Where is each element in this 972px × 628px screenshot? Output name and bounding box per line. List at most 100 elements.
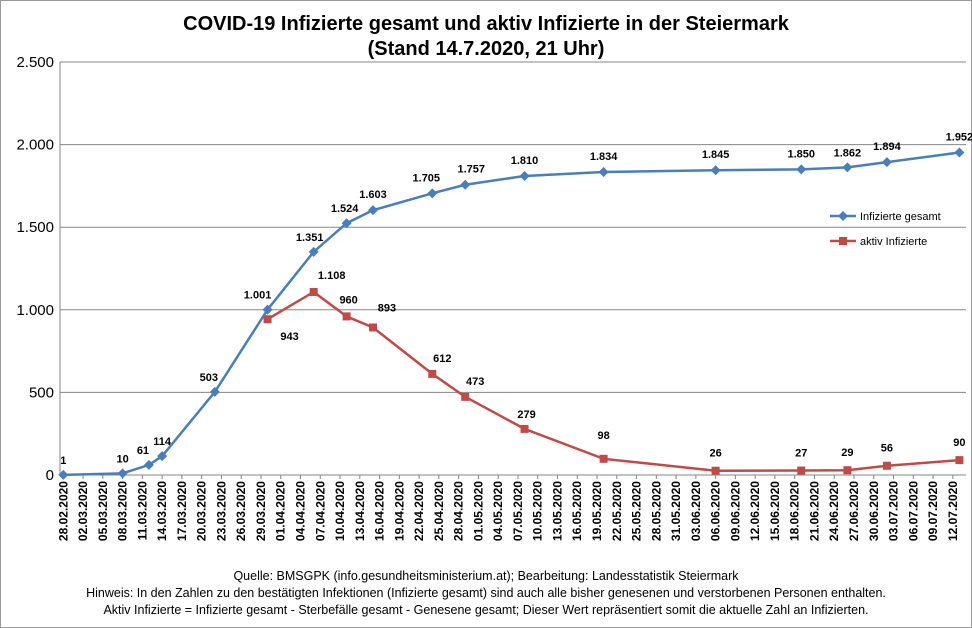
data-label: 1.894 (873, 141, 901, 153)
x-tick-label: 12.06.2020 (748, 481, 762, 541)
data-point-infizierte-gesamt (881, 157, 892, 168)
data-point-infizierte-gesamt (796, 164, 807, 175)
x-tick-label: 18.06.2020 (788, 481, 802, 541)
x-tick-label: 09.07.2020 (926, 481, 940, 541)
data-label: 114 (153, 436, 172, 448)
data-point-infizierte-gesamt (341, 218, 352, 229)
x-tick-label: 01.04.2020 (274, 481, 288, 541)
chart-title-line1: COVID-19 Infizierte gesamt und aktiv Inf… (183, 13, 789, 35)
data-label: 1.001 (244, 290, 272, 302)
data-point-aktiv-infizierte (797, 466, 806, 475)
data-label: 1.845 (702, 149, 730, 161)
x-tick-label: 12.07.2020 (946, 481, 960, 541)
data-label: 26 (709, 448, 721, 460)
data-label: 893 (378, 302, 396, 314)
data-point-infizierte-gesamt (598, 167, 609, 178)
x-tick-label: 01.05.2020 (471, 481, 485, 541)
legend-label: aktiv Infizierte (860, 236, 927, 248)
x-tick-label: 02.03.2020 (76, 481, 90, 541)
data-point-infizierte-gesamt (308, 246, 319, 257)
legend-marker (838, 211, 848, 221)
x-tick-label: 04.04.2020 (294, 481, 308, 541)
data-point-aktiv-infizierte (428, 369, 437, 378)
x-tick-label: 13.04.2020 (353, 481, 367, 541)
x-tick-label: 10.04.2020 (333, 481, 347, 541)
x-tick-label: 26.03.2020 (234, 481, 248, 541)
x-tick-label: 14.03.2020 (155, 481, 169, 541)
data-point-infizierte-gesamt (842, 162, 853, 173)
legend-label: Infizierte gesamt (860, 211, 941, 223)
data-point-aktiv-infizierte (599, 454, 608, 463)
data-label: 612 (433, 353, 451, 365)
legend: Infizierte gesamt aktiv Infizierte (830, 211, 941, 248)
data-label: 1.705 (413, 172, 441, 184)
data-label: 503 (200, 372, 218, 384)
x-tick-label: 07.05.2020 (511, 481, 525, 541)
x-tick-label: 07.04.2020 (313, 481, 327, 541)
data-label: 29 (841, 447, 853, 459)
chart-title-line2: (Stand 14.7.2020, 21 Uhr) (367, 38, 605, 60)
x-tick-label: 29.03.2020 (254, 481, 268, 541)
x-tick-label: 03.07.2020 (887, 481, 901, 541)
x-tick-label: 08.03.2020 (116, 481, 130, 541)
x-tick-label: 28.02.2020 (56, 481, 70, 541)
data-label: 960 (339, 294, 357, 306)
data-label: 1.757 (457, 164, 485, 176)
data-point-aktiv-infizierte (711, 466, 720, 475)
data-label: 1.603 (359, 189, 387, 201)
data-point-infizierte-gesamt (143, 459, 154, 470)
series-line-1 (266, 290, 960, 472)
x-tick-label: 16.05.2020 (570, 481, 584, 541)
data-point-aktiv-infizierte (263, 315, 272, 324)
data-point-infizierte-gesamt (117, 468, 128, 479)
data-label: 1.810 (511, 155, 539, 167)
x-tick-label: 19.05.2020 (590, 481, 604, 541)
data-point-infizierte-gesamt (427, 188, 438, 199)
data-label: 1 (60, 455, 66, 467)
data-point-aktiv-infizierte (882, 461, 891, 470)
y-axis-ticks: 0 500 1.000 1.500 2.000 2.500 (16, 54, 54, 484)
x-tick-label: 25.05.2020 (630, 481, 644, 541)
data-label: 56 (881, 443, 893, 455)
footer-note-2: Aktiv Infizierte = Infizierte gesamt - S… (103, 603, 869, 617)
y-tick-label: 500 (29, 384, 54, 401)
data-label: 1.351 (296, 232, 324, 244)
x-tick-label: 05.03.2020 (96, 481, 110, 541)
x-tick-label: 10.05.2020 (531, 481, 545, 541)
data-label: 1.850 (788, 148, 816, 160)
x-tick-label: 13.05.2020 (550, 481, 564, 541)
data-label: 61 (137, 445, 149, 457)
x-tick-label: 28.05.2020 (649, 481, 663, 541)
x-tick-label: 04.05.2020 (491, 481, 505, 541)
y-tick-label: 0 (46, 467, 54, 484)
x-tick-label: 09.06.2020 (728, 481, 742, 541)
data-point-infizierte-gesamt (519, 170, 530, 181)
data-point-infizierte-gesamt (367, 205, 378, 216)
data-point-aktiv-infizierte (309, 287, 318, 296)
x-tick-label: 19.04.2020 (392, 481, 406, 541)
chart-title: COVID-19 Infizierte gesamt und aktiv Inf… (0, 12, 972, 62)
data-point-infizierte-gesamt (460, 179, 471, 190)
legend-marker (839, 237, 847, 245)
footer-source: Quelle: BMSGPK (info.gesundheitsminister… (233, 569, 739, 583)
x-tick-label: 11.03.2020 (135, 481, 149, 541)
data-label: 1.108 (318, 270, 346, 282)
footer-note-1: Hinweis: In den Zahlen zu den bestätigte… (86, 586, 886, 600)
x-tick-label: 15.06.2020 (768, 481, 782, 541)
data-point-aktiv-infizierte (461, 392, 470, 401)
y-tick-label: 2.500 (16, 54, 54, 71)
data-label: 1.524 (331, 203, 359, 215)
data-label: 1.862 (834, 147, 862, 159)
data-point-aktiv-infizierte (955, 456, 964, 465)
data-point-infizierte-gesamt (710, 165, 721, 176)
x-tick-label: 06.06.2020 (709, 481, 723, 541)
data-label: 90 (953, 437, 965, 449)
x-tick-label: 06.07.2020 (906, 481, 920, 541)
x-tick-label: 23.03.2020 (214, 481, 228, 541)
data-point-aktiv-infizierte (843, 466, 852, 475)
x-tick-label: 22.04.2020 (412, 481, 426, 541)
series-line-0 (63, 151, 960, 477)
x-tick-label: 28.04.2020 (452, 481, 466, 541)
